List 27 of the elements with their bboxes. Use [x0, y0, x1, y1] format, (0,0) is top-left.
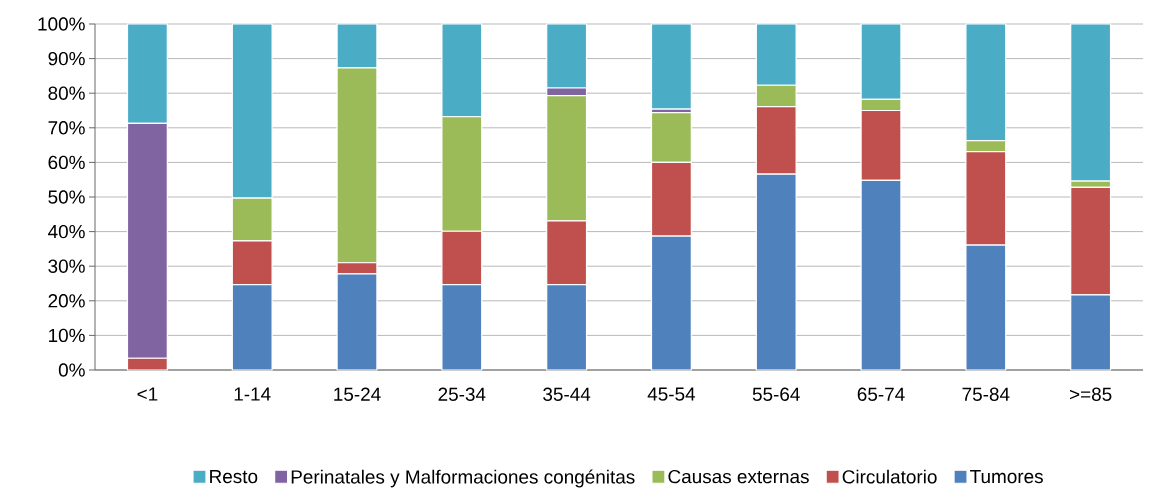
- bar: [650, 23, 692, 110]
- y-tick-label: 70%: [48, 121, 85, 135]
- x-tick-label: 55-64: [752, 387, 800, 401]
- x-tick-label: 65-74: [857, 387, 905, 401]
- y-tick-label: 90%: [48, 51, 85, 66]
- legend-label: Perinatales y Malformaciones congénitas: [291, 469, 635, 488]
- legend-label: Tumores: [970, 470, 1043, 484]
- x-tick-label: 75-84: [962, 387, 1010, 401]
- x-tick-label: 15-24: [334, 387, 381, 401]
- y-tick-label: 30%: [48, 259, 85, 273]
- x-tick-label: 25-34: [438, 387, 486, 401]
- x-tick-label: 45-54: [647, 387, 696, 401]
- y-tick-label: 0%: [58, 363, 85, 377]
- y-tick-label: 20%: [48, 294, 85, 308]
- y-tick-label: 80%: [48, 86, 85, 100]
- legend-label: Resto: [210, 470, 258, 484]
- legend-label: Circulatorio: [842, 469, 937, 484]
- y-tick-label: 10%: [49, 328, 85, 343]
- y-tick-label: 60%: [48, 155, 85, 170]
- y-tick-label: 100%: [38, 17, 85, 31]
- x-tick-label: >=85: [1069, 387, 1112, 401]
- legend-label: Causas externas: [668, 469, 809, 484]
- y-tick-label: 40%: [48, 224, 85, 239]
- y-tick-label: 50%: [48, 190, 85, 204]
- x-tick-label: 35-44: [543, 387, 591, 401]
- x-tick-label: 1-14: [234, 387, 271, 401]
- x-tick-label: <1: [137, 387, 158, 401]
